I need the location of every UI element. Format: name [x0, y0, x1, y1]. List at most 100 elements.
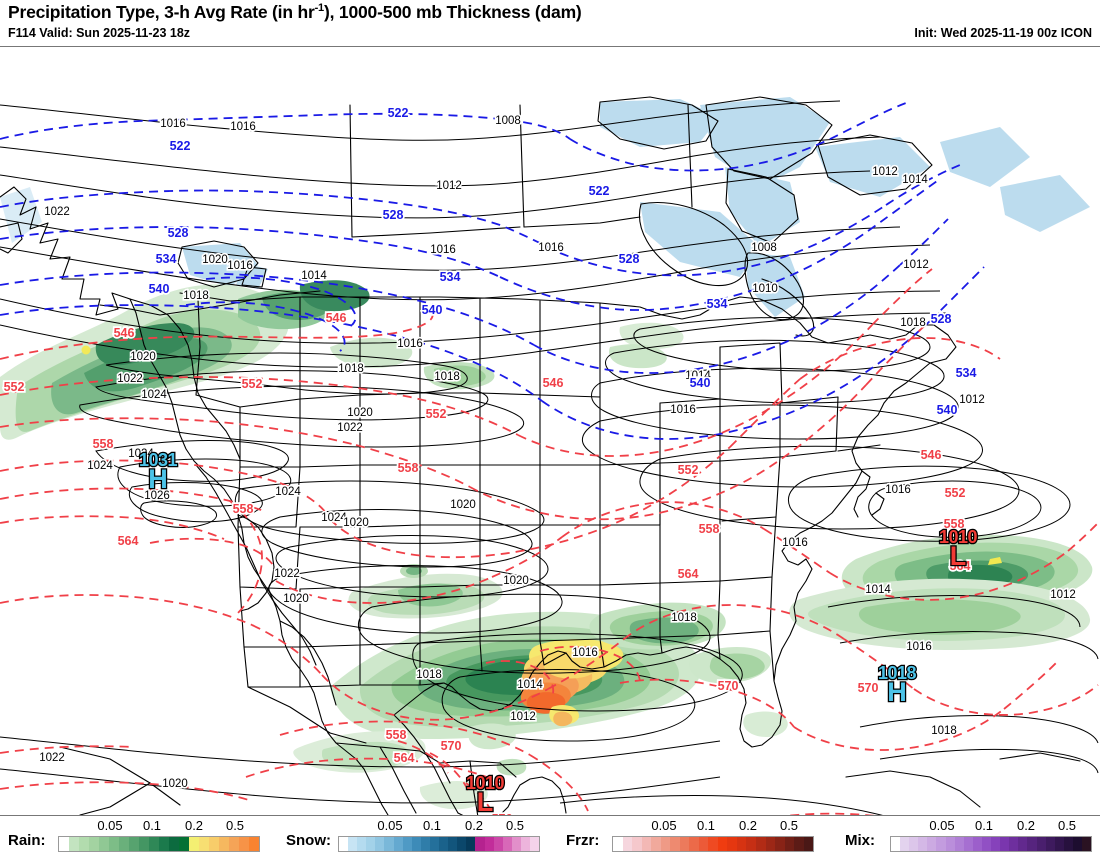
colorbar-swatch — [1063, 837, 1073, 851]
page-title-tail: ), 1000-500 mb Thickness (dam) — [323, 2, 582, 22]
colorbar-ticks-mix: 0.05 0.1 0.2 0.5 — [890, 818, 1090, 834]
colorbar-swatch — [803, 837, 814, 851]
brand-text-left: piv — [815, 815, 869, 816]
colorbar-swatch — [457, 837, 467, 851]
colorbar-tick-label: 0.2 — [738, 818, 758, 833]
colorbar-swatch — [439, 837, 449, 851]
colorbar-swatch — [229, 837, 239, 851]
colorbar-swatch — [348, 837, 358, 851]
colorbar-swatch — [651, 837, 661, 851]
colorbar-swatch — [1027, 837, 1037, 851]
colorbar-swatch — [909, 837, 919, 851]
colorbar-swatch — [529, 837, 540, 851]
colorbar-swatch — [99, 837, 109, 851]
colorbar-swatch — [689, 837, 699, 851]
colorbar-swatch — [900, 837, 910, 851]
colorbar-swatch — [1072, 837, 1082, 851]
colorbar-swatch — [420, 837, 430, 851]
colorbar-swatch — [149, 837, 159, 851]
colorbar-tick-label: 0.1 — [422, 818, 442, 833]
colorbar-swatch — [366, 837, 376, 851]
page-title-main: Precipitation Type, 3-h Avg Rate (in hr — [8, 2, 315, 22]
colorbar-swatch — [1054, 837, 1064, 851]
colorbar-swatch — [1009, 837, 1019, 851]
colorbar-tick-label: 0.1 — [142, 818, 162, 833]
colorbar-swatch — [927, 837, 937, 851]
colorbar-group-mix: Mix: 0.05 0.1 0.2 0.5 — [0, 818, 1100, 852]
colorbar-tick-label: 0.1 — [974, 818, 994, 833]
map-header: Precipitation Type, 3-h Avg Rate (in hr-… — [0, 0, 1100, 46]
precipitation-shading — [0, 280, 1093, 810]
isobar-contours — [0, 100, 1099, 815]
colorbar-swatch — [632, 837, 642, 851]
colorbar-swatch — [708, 837, 718, 851]
colorbar-swatch — [109, 837, 119, 851]
colorbar-label-rain: Rain: — [8, 832, 46, 849]
colorbar-ticks-frzr: 0.05 0.1 0.2 0.5 — [612, 818, 812, 834]
colorbar-ticks-snow: 0.05 0.1 0.2 0.5 — [338, 818, 538, 834]
colorbar-swatch — [339, 837, 349, 851]
colorbar-swatch — [129, 837, 139, 851]
map-graphics — [0, 96, 1099, 815]
valid-time-label: F114 Valid: Sun 2025-11-23 18z — [8, 26, 191, 40]
page-title: Precipitation Type, 3-h Avg Rate (in hr-… — [8, 2, 582, 23]
colorbar-swatch — [736, 837, 747, 851]
colorbar-swatch — [139, 837, 149, 851]
colorbar-label-snow: Snow: — [286, 832, 331, 849]
colorbar-swatch — [475, 837, 485, 851]
colorbar-tick-label: 0.2 — [464, 818, 484, 833]
colorbar-swatch — [660, 837, 671, 851]
colorbar-swatch — [784, 837, 795, 851]
colorbar-group-rain: Rain: 0.05 0.1 0.2 0.5 — [0, 818, 1100, 852]
colorbar-tick-label: 0.05 — [97, 818, 123, 833]
colorbar-swatch — [239, 837, 249, 851]
colorbar-swatch — [69, 837, 79, 851]
colorbar-swatch — [219, 837, 229, 851]
colorbar-group-snow: Snow: 0.05 0.1 0.2 0.5 — [0, 818, 1100, 852]
colorbar-swatch — [727, 837, 737, 851]
colorbar-swatch — [775, 837, 785, 851]
colorbar-mix[interactable] — [890, 836, 1092, 852]
colorbar-swatch — [402, 837, 412, 851]
colorbar-tick-label: 0.5 — [225, 818, 245, 833]
colorbar-swatch — [384, 837, 394, 851]
colorbar-tick-label: 0.05 — [651, 818, 677, 833]
thickness-contours-cold — [0, 102, 985, 440]
colorbar-swatch — [1045, 837, 1055, 851]
colorbar-tick-label: 0.2 — [184, 818, 204, 833]
colorbar-swatch — [411, 837, 421, 851]
colorbar-swatch — [357, 837, 367, 851]
colorbar-swatch — [679, 837, 690, 851]
colorbar-swatch — [794, 837, 804, 851]
colorbar-swatch — [945, 837, 955, 851]
colorbar-swatch — [698, 837, 709, 851]
colorbar-swatch — [613, 837, 623, 851]
colorbar-swatch — [765, 837, 776, 851]
colorbar-swatch — [448, 837, 458, 851]
colorbar-tick-label: 0.5 — [779, 818, 799, 833]
colorbar-swatch — [466, 837, 476, 851]
colorbar-tick-label: 0.5 — [1057, 818, 1077, 833]
water-bodies — [0, 97, 1090, 317]
brand-text-right: tal weather — [898, 815, 1094, 816]
colorbar-swatch — [755, 837, 766, 851]
colorbar-swatch — [189, 837, 199, 851]
thickness-contours-warm — [0, 268, 1099, 815]
colorbar-swatch — [393, 837, 403, 851]
colorbar-swatch — [520, 837, 530, 851]
colorbar-rain[interactable] — [58, 836, 260, 852]
colorbar-swatch — [918, 837, 928, 851]
colorbar-swatch — [179, 837, 189, 851]
colorbar-tick-label: 0.05 — [929, 818, 955, 833]
colorbar-swatch — [1036, 837, 1046, 851]
colorbar-group-frzr: Frzr: 0.05 0.1 0.2 0.5 — [0, 818, 1100, 852]
colorbar-swatch — [1081, 837, 1092, 851]
colorbar-swatch — [891, 837, 901, 851]
colorbar-swatch — [972, 837, 982, 851]
map-canvas[interactable]: 1016 1016 1008 1012 1012 1014 1016 1016 1008 1022… — [0, 46, 1100, 816]
colorbar-label-frzr: Frzr: — [566, 832, 600, 849]
colorbar-swatch — [249, 837, 259, 851]
colorbar-swatch — [746, 837, 756, 851]
colorbar-swatch — [641, 837, 652, 851]
